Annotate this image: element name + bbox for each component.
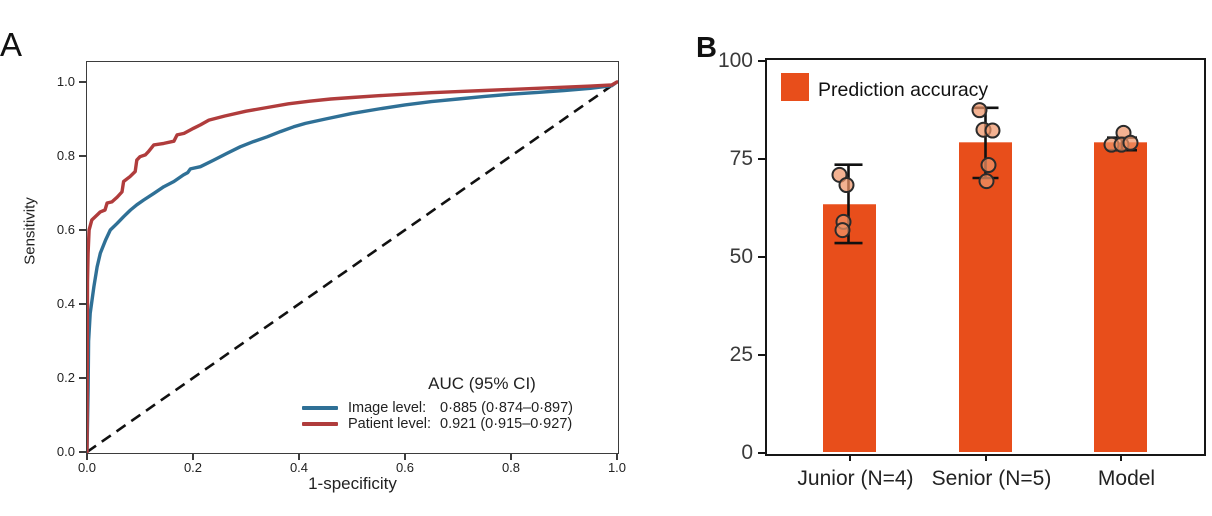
roc-x-tick-label: 1.0 bbox=[607, 460, 627, 475]
accuracy-y-tick-label: 25 bbox=[729, 343, 753, 366]
roc-y-tick-0.0 bbox=[79, 451, 86, 453]
accuracy-x-tick-model bbox=[1119, 454, 1122, 461]
roc-x-tick-label: 0.0 bbox=[77, 460, 97, 475]
accuracy-y-tick-75 bbox=[758, 158, 766, 160]
data-point-junior-n-4 bbox=[838, 177, 855, 194]
roc-x-tick-label: 0.2 bbox=[183, 460, 203, 475]
roc-x-tick-label: 0.8 bbox=[501, 460, 521, 475]
roc-plot-area bbox=[85, 61, 619, 454]
panel-b-label: B bbox=[696, 32, 717, 64]
roc-curve-image-level bbox=[85, 80, 619, 454]
roc-y-tick-0.8 bbox=[79, 155, 86, 157]
patient-level-name: Patient level: bbox=[348, 415, 432, 432]
roc-y-tick-label: 0.2 bbox=[56, 370, 75, 385]
roc-x-tick-0.0 bbox=[86, 453, 88, 460]
roc-y-tick-1.0 bbox=[79, 81, 86, 83]
accuracy-bar-chart bbox=[823, 102, 1147, 452]
image-level-line-swatch bbox=[302, 405, 338, 410]
roc-x-tick-label: 0.4 bbox=[289, 460, 309, 475]
roc-x-tick-0.8 bbox=[510, 453, 512, 460]
roc-y-tick-label: 0.8 bbox=[56, 148, 75, 163]
data-point-senior-n-5 bbox=[984, 122, 1001, 139]
roc-y-tick-label: 0.6 bbox=[56, 222, 75, 237]
accuracy-y-tick-label: 0 bbox=[741, 441, 753, 464]
roc-x-tick-1.0 bbox=[616, 453, 618, 460]
accuracy-y-tick-label: 75 bbox=[729, 147, 753, 170]
accuracy-y-tick-label: 50 bbox=[729, 245, 753, 268]
patient-level-auc-value: 0.921 (0·915–0·927) bbox=[440, 415, 573, 432]
panel-a-label: A bbox=[0, 26, 23, 63]
category-label-junior-n-4: Junior (N=4) bbox=[797, 467, 914, 490]
roc-curve-patient-level bbox=[85, 80, 619, 454]
bar-senior-n-5 bbox=[959, 142, 1012, 452]
data-point-senior-n-5 bbox=[978, 173, 995, 190]
roc-legend-entry-image-level: Image level: 0·885 (0·874–0·897) bbox=[302, 399, 624, 416]
category-label-model: Model bbox=[1097, 467, 1156, 490]
category-label-senior-n-5: Senior (N=5) bbox=[931, 467, 1052, 490]
accuracy-plot-area bbox=[765, 58, 1206, 456]
data-point-senior-n-5 bbox=[971, 102, 988, 119]
roc-legend: AUC (95% CI) Image level: 0·885 (0·874–0… bbox=[302, 374, 624, 432]
roc-x-tick-0.2 bbox=[192, 453, 194, 460]
roc-legend-title: AUC (95% CI) bbox=[428, 374, 536, 393]
roc-chart bbox=[85, 80, 619, 454]
roc-y-tick-label: 1.0 bbox=[56, 74, 75, 89]
roc-y-tick-label: 0.4 bbox=[56, 296, 75, 311]
roc-y-tick-0.4 bbox=[79, 303, 86, 305]
accuracy-y-tick-25 bbox=[758, 354, 766, 356]
roc-x-tick-0.6 bbox=[404, 453, 406, 460]
bar-junior-n-4 bbox=[823, 204, 876, 452]
roc-x-tick-0.4 bbox=[298, 453, 300, 460]
roc-y-tick-0.2 bbox=[79, 377, 86, 379]
accuracy-y-tick-100 bbox=[758, 60, 766, 62]
roc-y-tick-0.6 bbox=[79, 229, 86, 231]
image-level-auc-value: 0·885 (0·874–0·897) bbox=[440, 399, 574, 416]
data-point-senior-n-5 bbox=[980, 157, 997, 174]
roc-legend-entry-patient-level: Patient level: 0.921 (0·915–0·927) bbox=[302, 415, 624, 432]
accuracy-y-tick-label: 100 bbox=[717, 49, 753, 72]
prediction-accuracy-legend-label: Prediction accuracy bbox=[818, 79, 989, 101]
data-point-junior-n-4 bbox=[834, 222, 851, 239]
roc-y-tick-label: 0.0 bbox=[56, 444, 75, 459]
accuracy-y-tick-0 bbox=[758, 452, 766, 454]
accuracy-x-tick-senior-n-5 bbox=[984, 454, 987, 461]
data-point-model bbox=[1122, 134, 1139, 151]
bar-model bbox=[1094, 142, 1147, 452]
image-level-name: Image level: bbox=[348, 399, 427, 416]
prediction-accuracy-swatch bbox=[781, 73, 809, 101]
roc-y-axis-label: Sensitivity bbox=[21, 197, 39, 265]
accuracy-y-tick-50 bbox=[758, 256, 766, 258]
accuracy-x-tick-junior-n-4 bbox=[848, 454, 851, 461]
roc-x-tick-label: 0.6 bbox=[395, 460, 415, 475]
roc-x-axis-label: 1-specificity bbox=[308, 474, 397, 493]
patient-level-line-swatch bbox=[302, 421, 338, 426]
